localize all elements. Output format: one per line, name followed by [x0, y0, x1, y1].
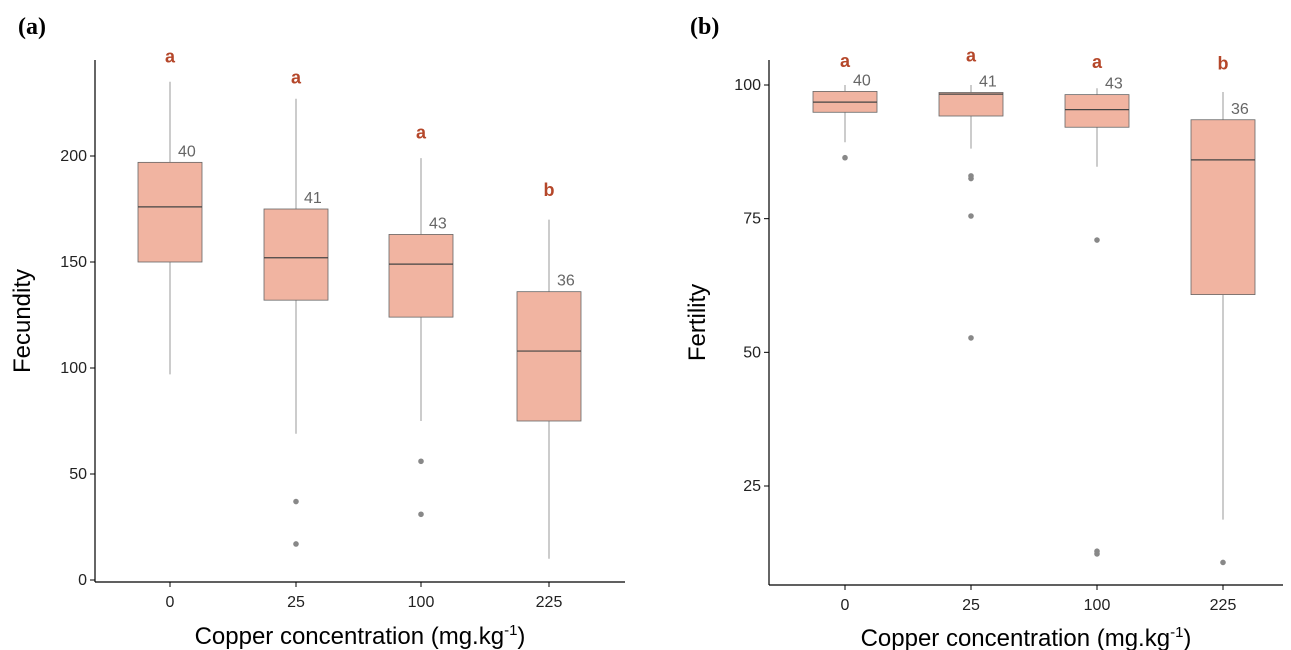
x-tick-label: 225 — [1210, 597, 1237, 614]
panel-label: (b) — [690, 14, 719, 40]
outlier-point — [968, 335, 974, 341]
y-axis-title: Fertility — [684, 284, 711, 361]
y-tick-label: 50 — [743, 344, 761, 361]
y-tick-label: 100 — [734, 77, 761, 94]
x-axis-title-main: Copper concentration (mg.kg — [195, 623, 505, 650]
y-tick-label: 150 — [60, 254, 87, 271]
significance-letter: a — [966, 46, 977, 66]
x-tick-label: 25 — [962, 597, 980, 614]
box-iqr — [1190, 119, 1256, 295]
box-iqr — [938, 92, 1004, 117]
y-tick-label: 100 — [60, 360, 87, 377]
outlier-point — [1094, 237, 1100, 243]
y-tick-label: 75 — [743, 211, 761, 228]
box-group-100: 43a — [1064, 52, 1130, 557]
outlier-point — [418, 458, 424, 465]
outlier-point — [968, 213, 974, 219]
box-iqr — [516, 291, 582, 422]
significance-letter: a — [165, 46, 176, 66]
box-group-225: 36 b — [1190, 54, 1256, 566]
sample-size-label: 43 — [429, 215, 447, 232]
significance-letter: a — [291, 68, 302, 88]
x-tick-label: 100 — [1084, 597, 1111, 614]
significance-letter: a — [1092, 52, 1103, 72]
box-iqr — [137, 161, 203, 263]
box-group-225: 36 b — [516, 180, 582, 559]
x-tick-label: 225 — [536, 594, 563, 611]
sample-size-label: 41 — [304, 190, 322, 207]
panel-label: (a) — [18, 14, 46, 40]
outlier-point — [293, 541, 299, 547]
box-group-25: 41 a — [263, 68, 329, 547]
x-axis-title-superscript: -1 — [504, 622, 517, 639]
y-tick-label: 50 — [69, 466, 87, 483]
outlier-point — [842, 154, 848, 161]
outlier-point — [968, 175, 974, 182]
panel-b: (b) 25 50 75 100 0 25 100 225 Copper concentratio… — [684, 14, 1283, 650]
sample-size-label: 36 — [1231, 101, 1249, 118]
outlier-point — [1094, 551, 1100, 557]
x-tick-label: 100 — [408, 594, 435, 611]
significance-letter: a — [840, 51, 851, 71]
outlier-point — [418, 511, 424, 518]
box-group-0: 40a — [812, 51, 878, 161]
significance-letter: a — [416, 123, 427, 143]
box-iqr — [263, 208, 329, 301]
x-axis-title-superscript: -1 — [1170, 624, 1183, 641]
box-group-0: 40 a — [137, 46, 203, 375]
box-group-25: 41a — [938, 46, 1004, 341]
x-axis-title-close: ) — [517, 623, 525, 650]
outlier-point — [293, 498, 299, 505]
sample-size-label: 36 — [557, 273, 575, 290]
x-tick-label: 25 — [287, 594, 305, 611]
sample-size-label: 40 — [178, 143, 196, 160]
x-axis-title-main: Copper concentration (mg.kg — [861, 625, 1171, 650]
y-axis-title: Fecundity — [9, 269, 36, 373]
box-iqr — [388, 234, 454, 318]
y-tick-label: 0 — [78, 572, 87, 589]
x-axis-title-close: ) — [1183, 625, 1191, 650]
x-axis-title: Copper concentration (mg.kg-1) — [861, 624, 1192, 650]
x-tick-label: 0 — [166, 594, 175, 611]
sample-size-label: 43 — [1105, 76, 1123, 93]
x-axis-title: Copper concentration (mg.kg-1) — [195, 622, 526, 650]
y-tick-label: 25 — [743, 478, 761, 495]
significance-letter: b — [544, 180, 555, 200]
sample-size-label: 41 — [979, 73, 997, 90]
box-iqr — [1064, 94, 1130, 128]
box-group-100: 43 a — [388, 123, 454, 518]
y-tick-label: 200 — [60, 148, 87, 165]
panel-a: (a) 0 50 100 150 200 0 25 100 225 Copper concentra… — [9, 14, 625, 650]
outlier-point — [1220, 559, 1226, 566]
sample-size-label: 40 — [853, 72, 871, 89]
significance-letter: b — [1218, 54, 1229, 74]
x-tick-label: 0 — [841, 597, 850, 614]
